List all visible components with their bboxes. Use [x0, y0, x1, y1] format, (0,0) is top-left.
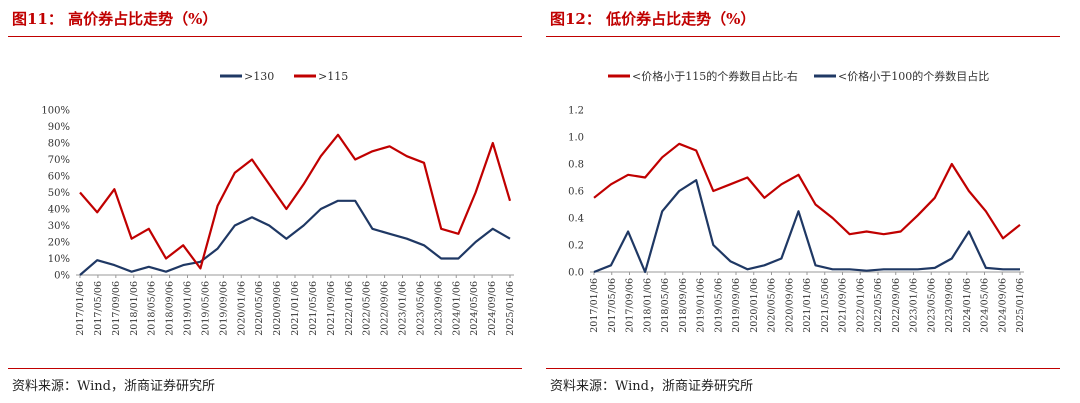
x-tick-label: 2023/01/06: [398, 281, 409, 336]
figure-12-top-rule: [546, 36, 1060, 37]
figure-12-title: 图12： 低价券占比走势（%）: [550, 10, 756, 28]
y-tick-label: 0.6: [568, 187, 584, 198]
x-tick-label: 2017/09/06: [111, 281, 122, 336]
x-tick-label: 2017/05/06: [607, 278, 618, 333]
series-line-0: [593, 142, 1021, 240]
series-line-1: [79, 133, 512, 270]
legend-label-1: >115: [318, 70, 348, 83]
x-tick-label: 2020/01/06: [749, 278, 760, 333]
y-tick-label: 80%: [48, 139, 70, 150]
x-tick-label: 2023/09/06: [944, 278, 955, 333]
x-tick-label: 2018/09/06: [678, 278, 689, 333]
y-tick-label: 1.2: [568, 106, 584, 117]
series-line-0: [79, 199, 511, 276]
x-tick-label: 2020/05/06: [254, 281, 265, 336]
x-tick-label: 2019/09/06: [218, 281, 229, 336]
x-tick-label: 2025/01/06: [1015, 278, 1026, 333]
x-tick-label: 2020/05/06: [767, 278, 778, 333]
x-tick-label: 2023/01/06: [909, 278, 920, 333]
x-tick-label: 2022/01/06: [344, 281, 355, 336]
figure-11: 图11： 高价券占比走势（%） 0% 10% 20% 30% 40% 50% 60% 70% 8…: [8, 0, 522, 403]
figure-12-bottom-rule: [546, 368, 1060, 369]
y-tick-label: 60%: [48, 172, 70, 183]
x-tick-label: 2022/05/06: [362, 281, 373, 336]
y-tick-label: 30%: [48, 221, 70, 232]
x-tick-label: 2018/09/06: [165, 281, 176, 336]
x-tick-label: 2019/09/06: [731, 278, 742, 333]
x-tick-label: 2024/05/06: [980, 278, 991, 333]
x-tick-label: 2022/09/06: [891, 278, 902, 333]
y-tick-label: 10%: [48, 254, 70, 265]
x-tick-label: 2021/05/06: [308, 281, 319, 336]
legend-label-1: <价格小于100的个券数目占比: [838, 69, 989, 83]
x-tick-label: 2017/05/06: [93, 281, 104, 336]
figure-11-top-rule: [8, 36, 522, 37]
figure-12-chart: 0.0 0.2 0.4 0.6 0.8 1.0 1.2 2017/01/06 2017/05/0…: [568, 69, 1026, 333]
figure-12-source: 资料来源：Wind，浙商证券研究所: [550, 379, 753, 394]
x-tick-label: 2018/05/06: [660, 278, 671, 333]
x-tick-label: 2020/01/06: [236, 281, 247, 336]
y-tick-label: 0.2: [568, 241, 584, 252]
x-tick-label: 2021/09/06: [838, 278, 849, 333]
x-tick-label: 2018/05/06: [147, 281, 158, 336]
figure-11-title: 图11： 高价券占比走势（%）: [12, 10, 218, 28]
x-tick-label: 2021/09/06: [326, 281, 337, 336]
x-tick-label: 2025/01/06: [505, 281, 516, 336]
x-tick-label: 2024/09/06: [997, 278, 1008, 333]
y-tick-label: 0.8: [568, 160, 584, 171]
x-tick-label: 2024/05/06: [469, 281, 480, 336]
figure-11-chart: 0% 10% 20% 30% 40% 50% 60% 70% 80% 90% 100% 2017/01…: [41, 70, 516, 336]
x-tick-label: 2017/01/06: [589, 278, 600, 333]
y-tick-label: 20%: [48, 238, 70, 249]
x-tick-label: 2017/01/06: [75, 281, 86, 336]
x-tick-label: 2023/09/06: [433, 281, 444, 336]
x-tick-label: 2019/05/06: [200, 281, 211, 336]
x-tick-label: 2024/01/06: [962, 278, 973, 333]
figure-11-source: 资料来源：Wind，浙商证券研究所: [12, 379, 215, 394]
x-tick-label: 2021/01/06: [802, 278, 813, 333]
x-tick-label: 2019/01/06: [696, 278, 707, 333]
x-tick-label: 2018/01/06: [642, 278, 653, 333]
x-tick-label: 2020/09/06: [272, 281, 283, 336]
y-tick-label: 100%: [41, 106, 70, 117]
x-tick-label: 2024/09/06: [487, 281, 498, 336]
x-tick-label: 2022/01/06: [855, 278, 866, 333]
y-tick-label: 50%: [48, 188, 70, 199]
x-tick-label: 2024/01/06: [451, 281, 462, 336]
y-tick-label: 0.4: [568, 214, 584, 225]
x-tick-label: 2019/01/06: [183, 281, 194, 336]
series-line-1: [593, 179, 1020, 274]
y-tick-label: 40%: [48, 205, 70, 216]
y-tick-label: 0.0: [568, 268, 584, 279]
x-tick-label: 2021/01/06: [290, 281, 301, 336]
x-tick-label: 2020/09/06: [784, 278, 795, 333]
x-tick-label: 2022/05/06: [873, 278, 884, 333]
y-tick-label: 70%: [48, 155, 70, 166]
x-tick-label: 2019/05/06: [713, 278, 724, 333]
x-tick-label: 2017/09/06: [625, 278, 636, 333]
legend-label-0: <价格小于115的个券数目占比-右: [632, 69, 798, 83]
x-tick-label: 2023/05/06: [926, 278, 937, 333]
y-tick-label: 1.0: [568, 133, 584, 144]
legend-label-0: >130: [244, 70, 274, 83]
y-tick-label: 90%: [48, 122, 70, 133]
x-tick-label: 2018/01/06: [129, 281, 140, 336]
figure-11-bottom-rule: [8, 368, 522, 369]
y-tick-label: 0%: [54, 271, 70, 282]
x-tick-label: 2022/09/06: [380, 281, 391, 336]
figure-12: 图12： 低价券占比走势（%） 0.0 0.2 0.4 0.6 0.8 1.0 1.2 201…: [546, 0, 1060, 403]
x-tick-label: 2023/05/06: [415, 281, 426, 336]
x-tick-label: 2021/05/06: [820, 278, 831, 333]
